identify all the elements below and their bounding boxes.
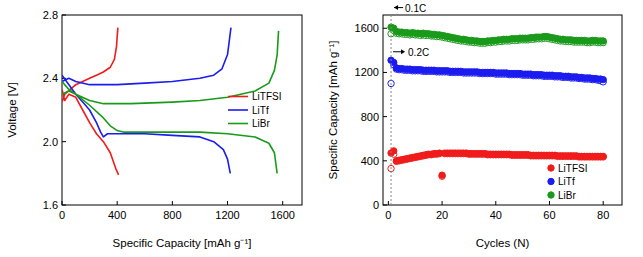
scatter-point	[600, 38, 606, 44]
x-tick-label: 0	[385, 209, 391, 221]
y-tick-label: 1200	[355, 66, 379, 78]
y-tick-label: 0	[373, 199, 379, 211]
legend-label: LiBr	[252, 118, 270, 129]
legend: LiTFSI LiTf LiBr	[228, 91, 281, 129]
scatter-point	[600, 153, 606, 159]
y-tick	[383, 205, 387, 206]
x-tick	[172, 201, 173, 205]
x-tick-label: 40	[490, 209, 502, 221]
annotation-arrowhead	[401, 49, 405, 54]
annotation-text: 0.1C	[405, 3, 426, 14]
series-line	[62, 31, 279, 174]
y-tick	[62, 141, 66, 142]
x-axis-label: Cycles (N)	[476, 237, 530, 249]
y-tick	[383, 116, 387, 117]
y-tick	[62, 15, 66, 16]
plot-area	[62, 28, 279, 175]
x-tick	[282, 201, 283, 205]
x-tick	[62, 201, 63, 205]
y-axis-label: Specific Capacity [mAh g⁻¹]	[327, 41, 339, 180]
legend-label: LiTf	[252, 105, 269, 116]
rate-divider	[391, 15, 392, 205]
legend-label: LiTf	[558, 176, 575, 187]
y-tick-label: 2.4	[43, 72, 58, 84]
legend-label: LiBr	[558, 190, 576, 201]
plot-frame	[383, 15, 622, 205]
y-tick-label: 2.0	[43, 136, 58, 148]
x-tick-label: 20	[436, 209, 448, 221]
y-axis-label: Voltage [V]	[6, 82, 18, 138]
legend-swatch	[228, 123, 248, 125]
x-tick-label: 0	[59, 209, 65, 221]
y-tick-label: 1.6	[43, 199, 58, 211]
x-tick	[442, 201, 443, 205]
x-tick	[603, 201, 604, 205]
y-tick-label: 400	[361, 155, 379, 167]
legend: LiTFSI LiTf LiBr	[548, 163, 588, 201]
annotation-text: 0.2C	[408, 47, 429, 58]
y-tick	[62, 205, 66, 206]
x-tick	[495, 201, 496, 205]
annotation: 0.1C	[394, 3, 426, 14]
x-tick	[388, 201, 389, 205]
y-tick-label: 1600	[355, 22, 379, 34]
legend-swatch	[548, 165, 554, 171]
y-tick	[383, 72, 387, 73]
legend-swatch	[548, 178, 554, 184]
annotation-arrowhead	[394, 5, 398, 10]
figure: 0400800120016001.62.02.42.8Specific Capa…	[0, 0, 643, 257]
legend-swatch	[228, 96, 248, 98]
x-tick	[227, 201, 228, 205]
legend-label: LiTFSI	[252, 91, 281, 102]
x-tick	[117, 201, 118, 205]
x-tick-label: 400	[108, 209, 126, 221]
x-tick-label: 1600	[270, 209, 294, 221]
annotation: 0.2C	[393, 47, 429, 58]
scatter-point	[600, 154, 606, 160]
x-axis-label: Specific Capacity [mAh g⁻¹]	[113, 237, 252, 249]
scatter-point	[439, 172, 445, 178]
x-tick-label: 60	[543, 209, 555, 221]
x-tick-label: 800	[163, 209, 181, 221]
x-tick	[549, 201, 550, 205]
legend-swatch	[228, 109, 248, 111]
x-tick-label: 80	[597, 209, 609, 221]
y-tick-label: 800	[361, 111, 379, 123]
legend-swatch	[548, 192, 554, 198]
scatter-point	[600, 76, 606, 82]
plot-frame	[62, 15, 302, 205]
x-tick-label: 1200	[215, 209, 239, 221]
legend-label: LiTFSI	[558, 163, 587, 174]
y-tick-label: 2.8	[43, 9, 58, 21]
y-tick	[383, 160, 387, 161]
y-tick	[383, 28, 387, 29]
plot-area	[388, 24, 607, 180]
